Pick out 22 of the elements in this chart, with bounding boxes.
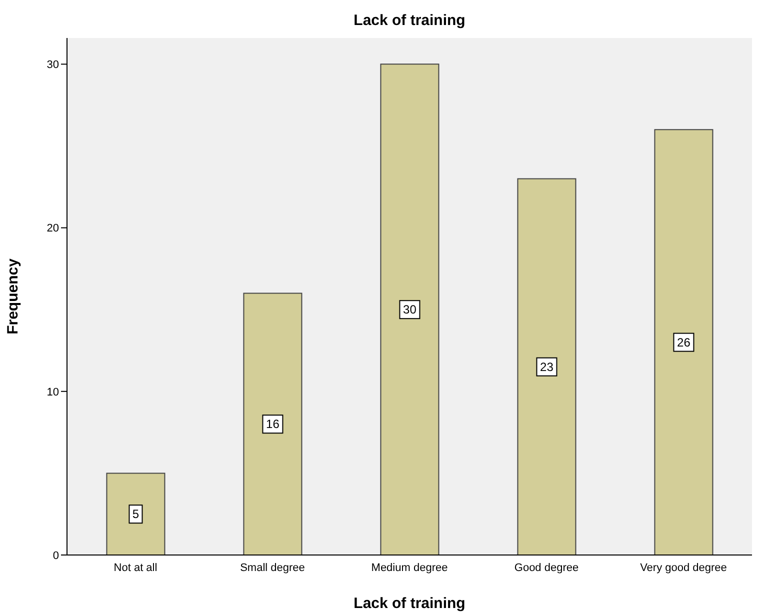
bar bbox=[380, 64, 440, 555]
x-tick-label: Good degree bbox=[514, 562, 579, 574]
y-tick-label: 30 bbox=[46, 59, 59, 72]
bar bbox=[517, 178, 576, 555]
y-tick-label: 10 bbox=[46, 386, 59, 398]
bar bbox=[243, 292, 302, 555]
y-tick-label: 20 bbox=[46, 222, 59, 235]
x-tick-label: Very good degree bbox=[640, 562, 727, 574]
data-label: 23 bbox=[540, 360, 554, 374]
data-label: 5 bbox=[132, 507, 140, 522]
x-axis-title: Lack of training bbox=[354, 595, 466, 612]
y-axis-title: Frequency bbox=[4, 258, 22, 334]
x-tick-label: Medium degree bbox=[371, 562, 448, 574]
data-label: 30 bbox=[403, 302, 417, 317]
x-tick-label: Small degree bbox=[240, 562, 305, 574]
data-label: 16 bbox=[266, 417, 280, 432]
y-tick-label: 0 bbox=[52, 550, 59, 562]
x-tick-label: Not at all bbox=[114, 562, 158, 574]
chart-title: Lack of training bbox=[352, 12, 466, 29]
bar bbox=[106, 472, 166, 555]
data-label: 26 bbox=[677, 335, 691, 350]
bar bbox=[654, 129, 714, 555]
